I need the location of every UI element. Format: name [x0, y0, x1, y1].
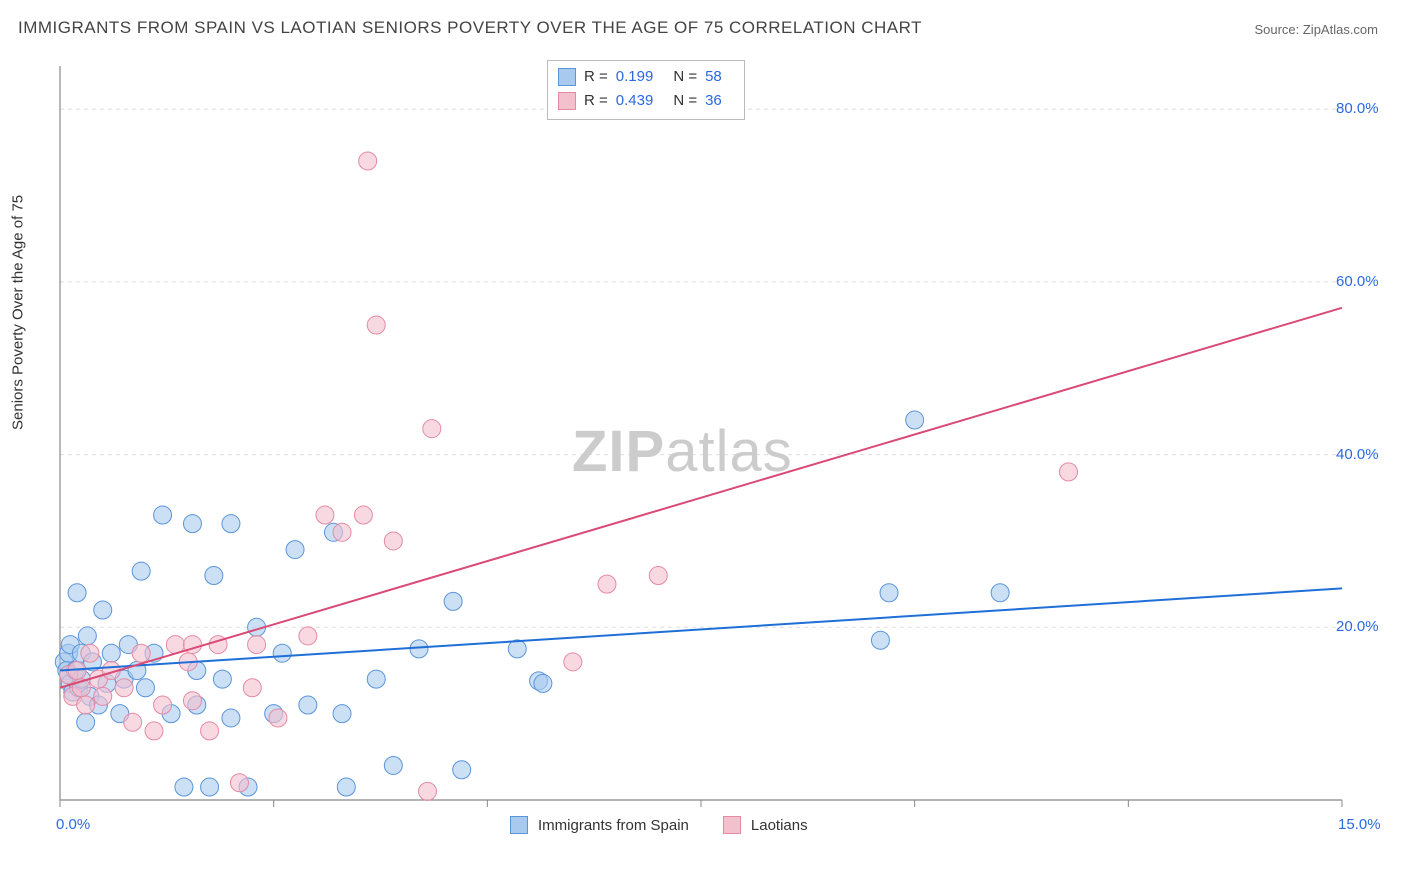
n-value: 36: [705, 89, 722, 113]
source-attribution: Source: ZipAtlas.com: [1254, 22, 1378, 37]
swatch-icon: [723, 816, 741, 834]
chart-svg: [52, 58, 1374, 830]
y-tick-label: 40.0%: [1336, 446, 1379, 463]
x-tick-label: 15.0%: [1338, 816, 1381, 833]
source-name: ZipAtlas.com: [1303, 22, 1378, 37]
correlation-stats-box: R = 0.199 N = 58 R = 0.439 N = 36: [547, 60, 745, 120]
swatch-icon: [510, 816, 528, 834]
chart-title: IMMIGRANTS FROM SPAIN VS LAOTIAN SENIORS…: [18, 18, 922, 38]
chart-plot-area: [52, 58, 1374, 830]
swatch-icon: [558, 68, 576, 86]
legend-series-label: Immigrants from Spain: [538, 817, 689, 834]
stats-row: R = 0.439 N = 36: [558, 89, 734, 113]
y-tick-label: 20.0%: [1336, 618, 1379, 635]
y-tick-label: 60.0%: [1336, 273, 1379, 290]
stats-row: R = 0.199 N = 58: [558, 65, 734, 89]
n-label: N =: [673, 65, 697, 89]
y-tick-label: 80.0%: [1336, 100, 1379, 117]
x-axis-legend: Immigrants from Spain Laotians: [510, 816, 832, 834]
legend-series-label: Laotians: [751, 817, 808, 834]
n-label: N =: [673, 89, 697, 113]
r-label: R =: [584, 89, 608, 113]
swatch-icon: [558, 92, 576, 110]
y-axis-label: Seniors Poverty Over the Age of 75: [10, 195, 27, 430]
r-value: 0.439: [616, 89, 654, 113]
x-tick-label: 0.0%: [56, 816, 90, 833]
source-prefix: Source:: [1254, 22, 1302, 37]
n-value: 58: [705, 65, 722, 89]
r-value: 0.199: [616, 65, 654, 89]
r-label: R =: [584, 65, 608, 89]
